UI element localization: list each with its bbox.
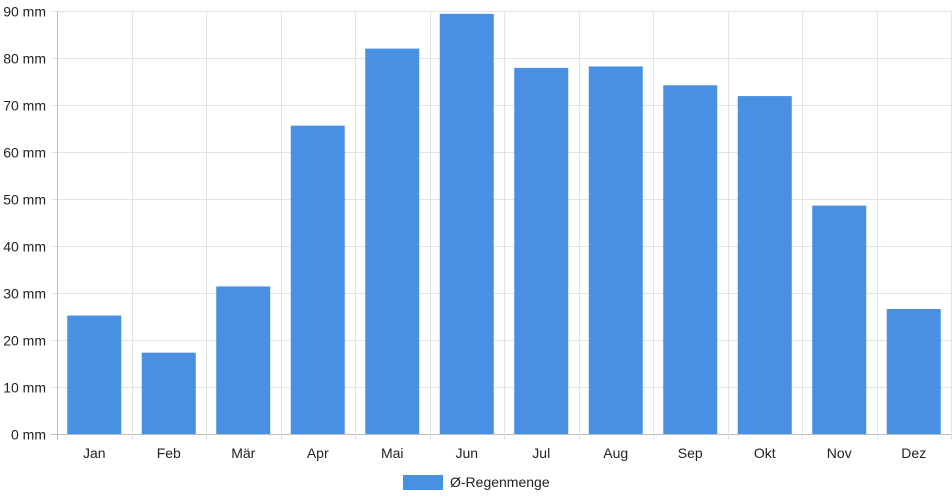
y-tick-label: 20 mm [3,333,46,349]
bar-jun[interactable] [439,13,494,434]
y-tick-label: 80 mm [3,51,46,67]
y-axis: 0 mm 10 mm 20 mm 30 mm 40 mm 50 mm 60 mm 70 mm 8… [3,4,46,443]
x-tick-label: Jun [455,445,478,461]
bar-dez[interactable] [886,308,941,434]
legend-swatch [403,475,443,490]
legend[interactable]: Ø-Regenmenge [403,474,550,490]
x-tick-label: Jan [83,445,106,461]
x-tick-label: Dez [901,445,926,461]
y-tick-label: 50 mm [3,192,46,208]
x-tick-label: Apr [307,445,329,461]
x-tick-label: Aug [603,445,628,461]
y-tick-label: 10 mm [3,380,46,396]
bar-sep[interactable] [663,85,718,434]
y-tick-label: 40 mm [3,239,46,255]
bar-mär[interactable] [216,286,271,434]
bar-mai[interactable] [365,48,420,434]
bar-jan[interactable] [67,315,122,434]
y-tick-label: 70 mm [3,98,46,114]
x-tick-label: Okt [754,445,776,461]
bar-jul[interactable] [514,67,569,435]
bar-okt[interactable] [737,96,792,434]
x-tick-label: Nov [827,445,852,461]
x-tick-label: Mär [231,445,255,461]
y-tick-label: 0 mm [11,427,46,443]
y-tick-label: 60 mm [3,145,46,161]
bar-nov[interactable] [812,205,867,434]
y-tick-label: 30 mm [3,286,46,302]
x-tick-label: Sep [678,445,703,461]
x-tick-label: Mai [381,445,404,461]
bar-apr[interactable] [290,125,345,435]
x-tick-label: Feb [157,445,181,461]
bar-aug[interactable] [588,66,643,435]
x-tick-label: Jul [532,445,550,461]
bar-feb[interactable] [141,352,196,434]
bar-series [67,13,941,435]
legend-label: Ø-Regenmenge [450,474,550,490]
y-tick-label: 90 mm [3,4,46,20]
x-axis: Jan Feb Mär Apr Mai Jun Jul Aug Sep Okt Nov Dez [83,445,926,461]
